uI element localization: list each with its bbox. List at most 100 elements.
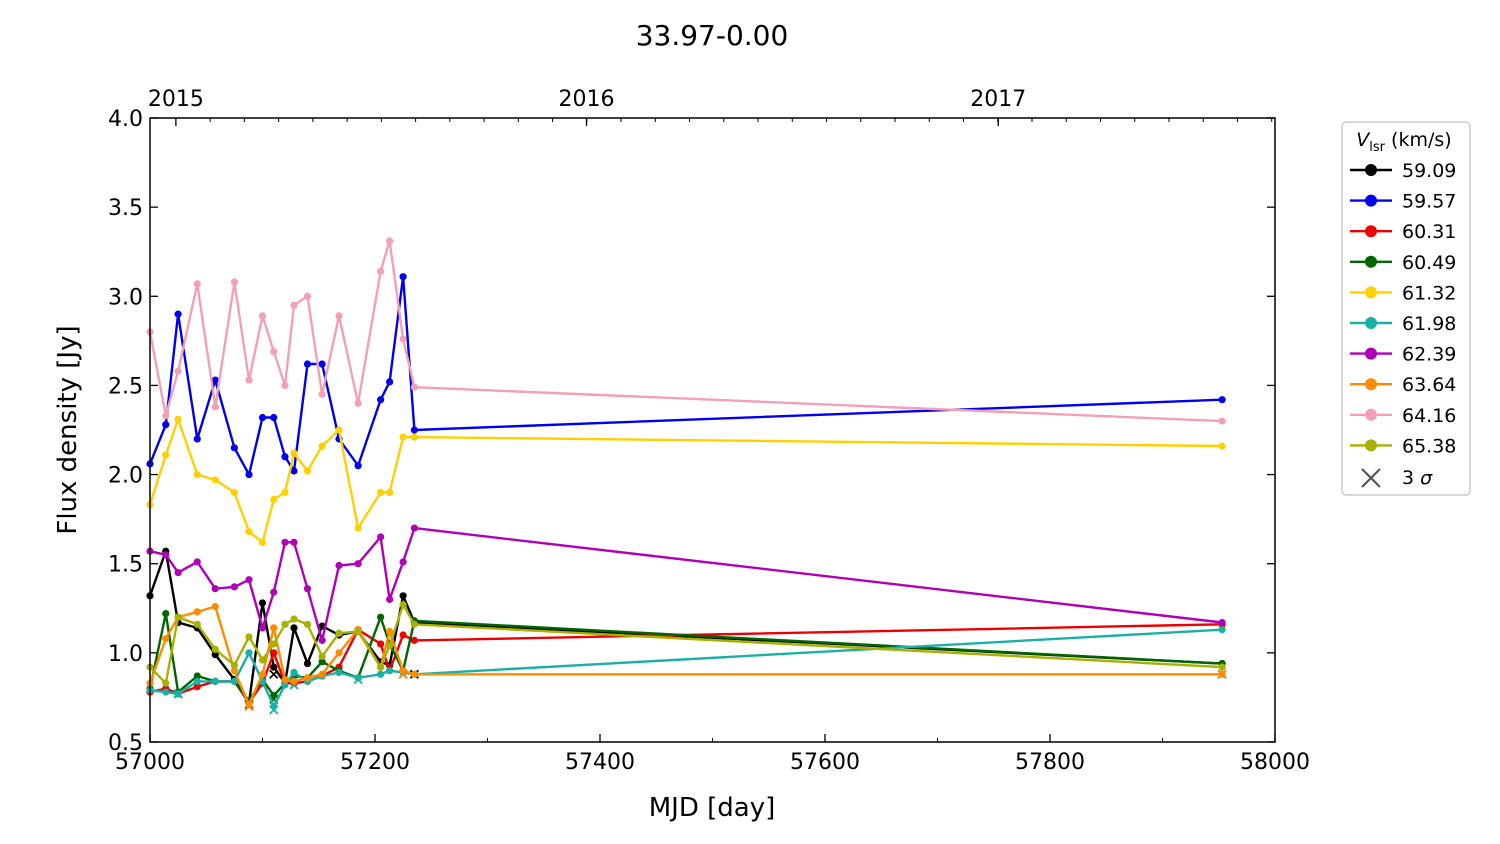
data-point [193,677,201,685]
legend-marker [1365,194,1377,207]
data-point [193,558,201,566]
data-point [290,677,298,685]
data-point [410,636,418,644]
data-point [281,381,289,390]
data-point [281,681,289,689]
data-point [399,433,407,441]
data-point [211,677,219,685]
legend-entry: 64.16 [1350,405,1456,427]
data-point [162,451,170,459]
series-61.32 [146,415,1226,546]
data-point [399,601,407,609]
legend-marker [1365,255,1377,268]
limit-x-icon [1361,468,1381,488]
data-point [377,396,385,404]
data-point [193,470,201,479]
y-tick-label: 3.0 [108,285,143,310]
y-tick-label: 0.5 [108,731,143,756]
series-65.38 [146,601,1226,687]
data-point [354,399,362,407]
data-point [318,360,326,368]
limit-marker [269,705,279,715]
y-tick-label: 1.0 [108,642,143,667]
data-point [377,267,385,275]
data-point [230,583,238,591]
data-point [270,649,278,657]
data-point [245,376,253,384]
legend-entry: 61.98 [1350,313,1456,335]
data-point [399,631,407,639]
legend-entry: 61.32 [1350,282,1456,304]
data-point [1218,442,1226,450]
data-point [230,667,238,675]
legend-entry: 59.57 [1350,191,1456,213]
x-axis-label: MJD [day] [649,793,776,823]
data-point [281,620,289,628]
legend-marker [1365,408,1377,421]
data-point [211,651,219,659]
limit-marker [269,669,279,679]
legend-marker [1365,347,1377,360]
data-point [245,470,253,479]
data-point [1218,396,1226,404]
data-point [258,624,267,632]
data-point [303,467,312,475]
data-point [270,663,278,671]
data-point [318,636,326,644]
y-tick-label: 4.0 [108,107,143,132]
legend-box [1341,121,1471,496]
data-point [174,613,182,621]
legend-label: 61.98 [1402,313,1456,335]
data-point [335,668,343,677]
data-point [193,672,201,680]
y-tick-label: 3.5 [108,196,143,221]
data-point [258,670,267,678]
legend-entry-limit: 3 σ [1361,467,1433,489]
legend-marker [1365,164,1377,176]
y-tick-label: 1.5 [108,553,143,578]
top-tick-label: 2017 [970,87,1026,112]
data-point [174,415,182,423]
data-point [174,367,182,375]
data-point [162,412,170,420]
data-point [335,629,343,637]
data-point [230,677,238,685]
limit-marker [398,669,408,679]
legend-label: 60.49 [1402,252,1456,274]
data-point [377,640,385,648]
data-point [377,663,385,671]
data-point [318,390,326,398]
data-point [281,538,289,546]
data-point [290,615,298,623]
data-point [410,620,418,628]
data-point [290,467,298,475]
legend-label: 64.16 [1402,405,1456,427]
data-point [258,656,267,664]
data-point [1218,663,1226,671]
data-point [193,608,201,616]
data-point [1218,618,1226,627]
legend-marker [1365,286,1377,299]
data-point [354,627,362,636]
data-point [303,659,312,668]
legend-label: 59.09 [1402,160,1456,182]
data-point [1218,626,1226,634]
data-point [290,538,298,546]
data-point [211,645,219,653]
data-point [318,442,326,450]
legend-title: Vlsr (km/s) [1356,129,1451,155]
data-point [399,335,407,343]
data-point [410,524,418,532]
top-tick-label: 2016 [559,87,615,112]
chart-title: 33.97-0.00 [636,19,789,52]
series-62.39 [146,524,1226,644]
x-tick-label: 57600 [790,750,860,775]
legend-items: 59.09 59.57 60.31 60.49 61.32 61.98 62.39 63.64… [1350,160,1456,457]
data-point [386,642,394,650]
data-point [399,273,407,281]
limit-marker [353,674,363,685]
data-point [386,595,394,603]
data-point [290,668,298,677]
data-point [1218,417,1226,425]
x-tick-label: 57200 [340,750,410,775]
